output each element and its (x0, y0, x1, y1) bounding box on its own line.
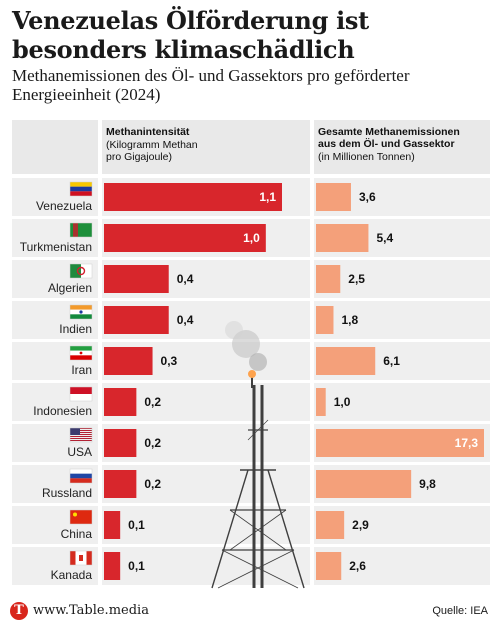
emissions-value-label: 9,8 (419, 477, 436, 491)
emissions-bar (316, 470, 412, 498)
flag-china-icon (69, 509, 93, 525)
intensity-value-label: 0,3 (161, 354, 178, 368)
country-label: USA (67, 445, 92, 459)
intensity-bar (104, 552, 121, 580)
country-label: Iran (71, 363, 92, 377)
intensity-value-label: 0,4 (177, 313, 194, 327)
flag-usa-icon (69, 427, 93, 443)
emissions-value-label: 1,0 (334, 395, 351, 409)
emissions-bar (316, 388, 326, 416)
emissions-value-label: 5,4 (376, 231, 393, 245)
header-emissions-cell (314, 120, 490, 174)
country-label: Turkmenistan (20, 240, 92, 254)
emissions-value-label: 2,9 (352, 518, 369, 532)
row-emissions-cell (314, 260, 490, 298)
header-label-cell (12, 120, 98, 174)
intensity-bar (104, 511, 121, 539)
intensity-value-label: 0,4 (177, 272, 194, 286)
emissions-value-label: 3,6 (359, 190, 376, 204)
flag-india-icon (69, 304, 93, 320)
intensity-value-label: 0,2 (144, 477, 161, 491)
emissions-value-label: 17,3 (455, 436, 479, 450)
header-intensity-cell (102, 120, 310, 174)
row-intensity-cell (102, 547, 310, 585)
emissions-bar (316, 224, 369, 252)
intensity-value-label: 0,2 (144, 436, 161, 450)
chart-title: Venezuelas Ölförderung ist besonders kli… (12, 6, 369, 64)
table-media-logo-icon: T (10, 602, 28, 620)
country-label: Algerien (48, 281, 92, 295)
country-label: Indien (59, 322, 92, 336)
emissions-bar (316, 347, 376, 375)
row-emissions-cell (314, 547, 490, 585)
intensity-value-label: 1,1 (259, 190, 276, 204)
flag-algeria-icon (69, 263, 93, 279)
row-intensity-cell (102, 383, 310, 421)
flag-canada-icon (69, 550, 93, 566)
country-label: Russland (42, 486, 92, 500)
intensity-bar (104, 429, 137, 457)
row-emissions-cell (314, 383, 490, 421)
row-emissions-cell (314, 301, 490, 339)
header-intensity-unit: (Kilogramm Methan (106, 139, 198, 151)
flag-venezuela-icon (69, 181, 93, 197)
header-intensity-unit: pro Gigajoule) (106, 151, 172, 163)
country-label: Indonesien (33, 404, 92, 418)
country-label: Venezuela (36, 199, 92, 213)
intensity-bar (104, 183, 282, 211)
intensity-value-label: 0,2 (144, 395, 161, 409)
header-intensity-title: Methanintensität (106, 126, 190, 138)
emissions-bar (316, 511, 345, 539)
intensity-bar (104, 306, 169, 334)
emissions-value-label: 2,6 (349, 559, 366, 573)
emissions-bar (316, 183, 351, 211)
emissions-value-label: 2,5 (348, 272, 365, 286)
row-intensity-cell (102, 424, 310, 462)
flare-stack-icon (211, 321, 305, 589)
intensity-bar (104, 470, 137, 498)
emissions-bar (316, 306, 334, 334)
emissions-value-label: 6,1 (383, 354, 400, 368)
header-emissions-title: aus dem Öl- und Gassektor (318, 137, 455, 150)
flag-russia-icon (69, 468, 93, 484)
emissions-bar (316, 265, 341, 293)
header-emissions-title: Gesamte Methanemissionen (318, 126, 460, 138)
footer-source: Quelle: IEA (432, 605, 488, 617)
intensity-value-label: 0,1 (128, 559, 145, 573)
emissions-value-label: 1,8 (341, 313, 358, 327)
intensity-bar (104, 347, 153, 375)
row-intensity-cell (102, 465, 310, 503)
intensity-bar (104, 265, 169, 293)
flag-indonesia-icon (69, 386, 93, 402)
row-intensity-cell (102, 506, 310, 544)
intensity-bar (104, 388, 137, 416)
emissions-bar (316, 552, 342, 580)
chart-subtitle: Methanemissionen des Öl- und Gassektors … (12, 66, 410, 104)
emissions-bar (316, 429, 484, 457)
intensity-value-label: 1,0 (243, 231, 260, 245)
intensity-bar (104, 224, 266, 252)
flag-turkmenistan-icon (69, 222, 93, 238)
flag-iran-icon (69, 345, 93, 361)
country-label: Kanada (51, 568, 93, 582)
country-label: China (61, 527, 93, 541)
footer-site: www.Table.media (33, 603, 149, 618)
intensity-value-label: 0,1 (128, 518, 145, 532)
header-emissions-unit: (in Millionen Tonnen) (318, 151, 415, 163)
